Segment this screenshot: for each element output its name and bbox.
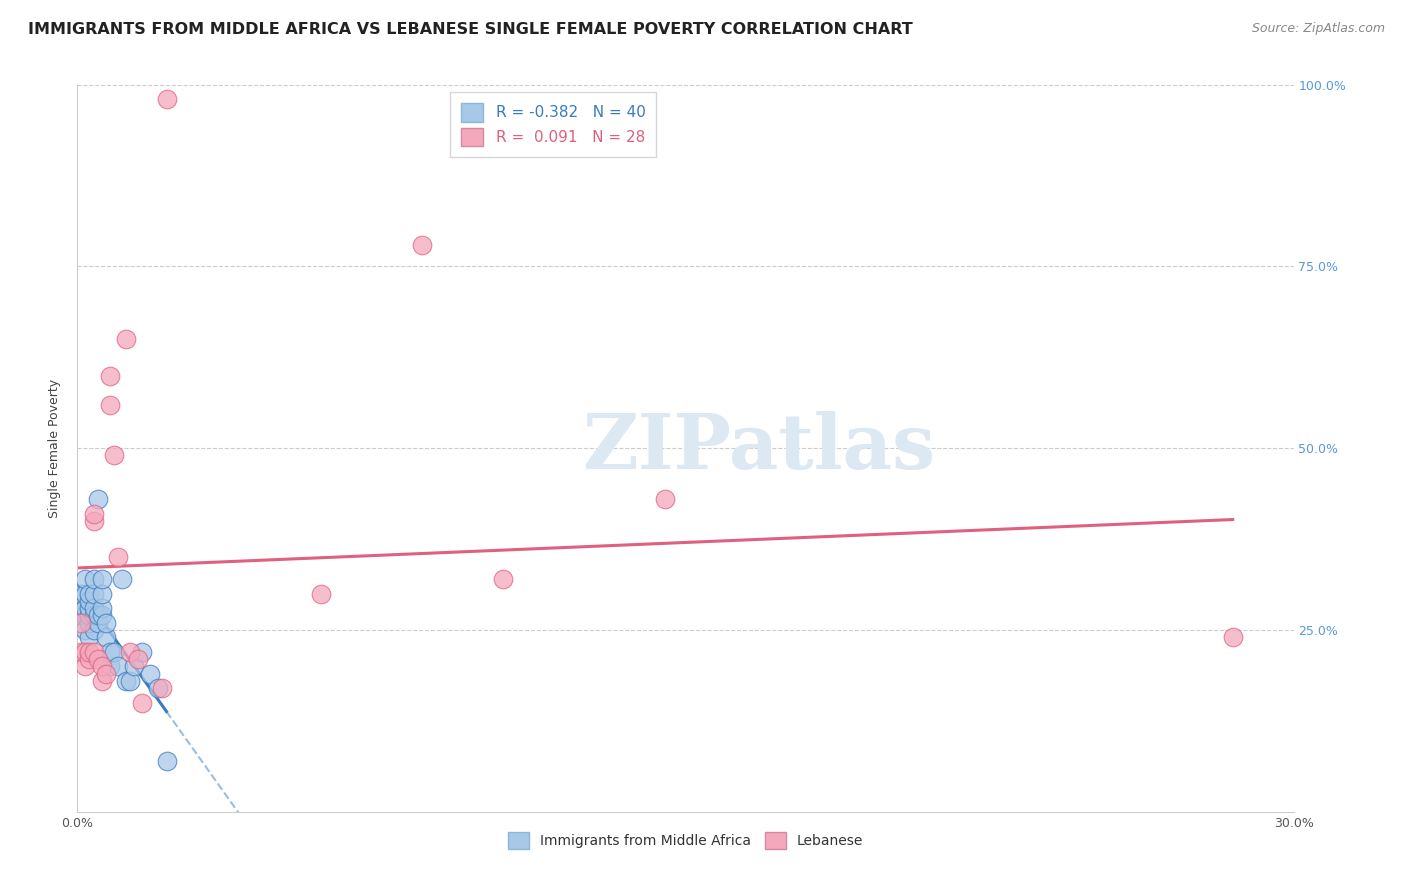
Point — [98, 645, 121, 659]
Point — [83, 601, 105, 615]
Point — [86, 492, 108, 507]
Point — [75, 659, 97, 673]
Point — [83, 608, 105, 623]
Point — [70, 601, 93, 615]
Point — [98, 398, 121, 412]
Point — [411, 237, 433, 252]
Point — [90, 659, 112, 673]
Point — [111, 572, 134, 586]
Point — [70, 587, 93, 601]
Point — [131, 696, 153, 710]
Point — [70, 645, 93, 659]
Point — [90, 608, 112, 623]
Point — [131, 645, 153, 659]
Point — [83, 645, 105, 659]
Point — [152, 681, 174, 695]
Text: IMMIGRANTS FROM MIDDLE AFRICA VS LEBANESE SINGLE FEMALE POVERTY CORRELATION CHAR: IMMIGRANTS FROM MIDDLE AFRICA VS LEBANES… — [28, 22, 912, 37]
Point — [75, 645, 97, 659]
Point — [83, 507, 105, 521]
Point — [79, 608, 101, 623]
Point — [79, 601, 101, 615]
Point — [79, 645, 101, 659]
Point — [70, 615, 93, 630]
Point — [75, 608, 97, 623]
Point — [79, 615, 101, 630]
Text: ZIPatlas: ZIPatlas — [582, 411, 935, 485]
Point — [98, 368, 121, 383]
Point — [90, 587, 112, 601]
Point — [75, 587, 97, 601]
Point — [115, 673, 138, 688]
Point — [79, 652, 101, 666]
Point — [98, 659, 121, 673]
Point — [115, 332, 138, 346]
Point — [94, 615, 117, 630]
Point — [83, 514, 105, 528]
Point — [654, 492, 676, 507]
Point — [127, 652, 149, 666]
Point — [86, 615, 108, 630]
Point — [94, 666, 117, 681]
Legend: Immigrants from Middle Africa, Lebanese: Immigrants from Middle Africa, Lebanese — [501, 825, 870, 855]
Point — [118, 645, 141, 659]
Point — [90, 601, 112, 615]
Point — [107, 550, 129, 565]
Point — [118, 673, 141, 688]
Point — [492, 572, 515, 586]
Point — [79, 594, 101, 608]
Point — [107, 659, 129, 673]
Point — [122, 659, 145, 673]
Point — [155, 92, 177, 106]
Y-axis label: Single Female Poverty: Single Female Poverty — [48, 379, 62, 517]
Point — [86, 608, 108, 623]
Point — [148, 681, 170, 695]
Point — [103, 449, 125, 463]
Point — [1222, 630, 1244, 644]
Point — [90, 572, 112, 586]
Point — [103, 645, 125, 659]
Point — [90, 673, 112, 688]
Point — [79, 587, 101, 601]
Point — [83, 587, 105, 601]
Point — [86, 652, 108, 666]
Point — [155, 754, 177, 768]
Point — [75, 601, 97, 615]
Point — [309, 587, 332, 601]
Point — [139, 666, 162, 681]
Point — [79, 630, 101, 644]
Point — [94, 630, 117, 644]
Point — [75, 623, 97, 637]
Point — [83, 623, 105, 637]
Point — [83, 572, 105, 586]
Text: Source: ZipAtlas.com: Source: ZipAtlas.com — [1251, 22, 1385, 36]
Point — [70, 608, 93, 623]
Point — [75, 572, 97, 586]
